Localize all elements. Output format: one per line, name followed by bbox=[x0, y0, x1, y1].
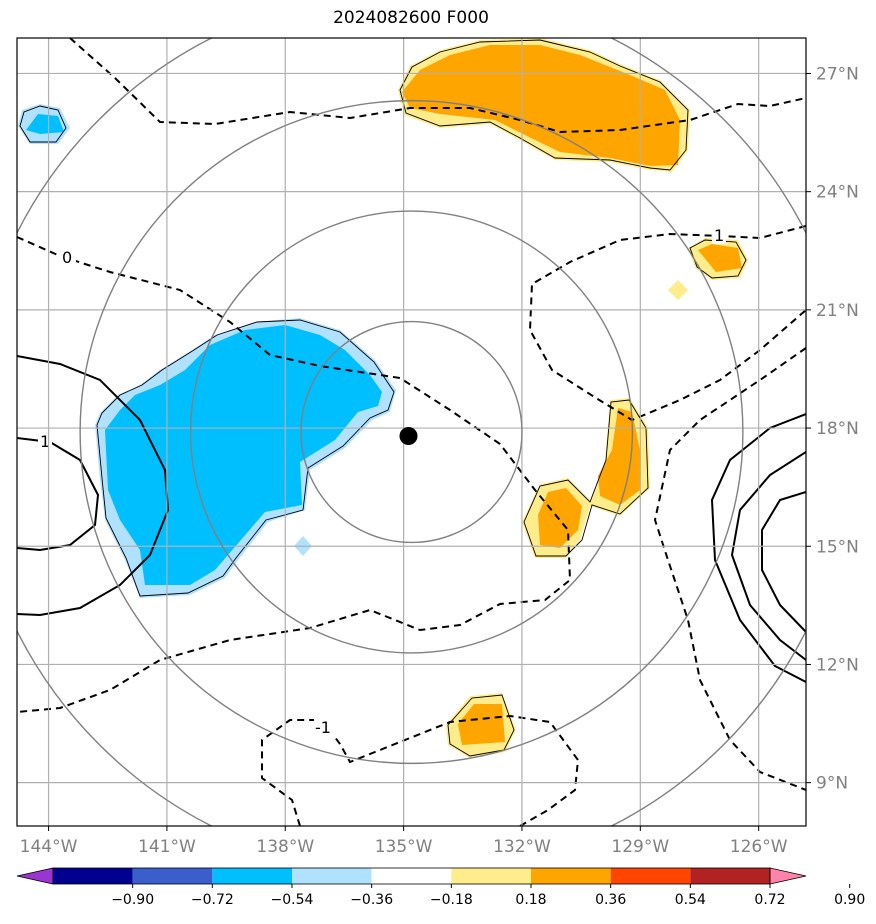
map-title: 2024082600 F000 bbox=[333, 8, 489, 28]
map-frame bbox=[16, 37, 807, 827]
colorbar-label-8: 0.72 bbox=[754, 892, 785, 908]
contour-label-one-west: 1 bbox=[40, 432, 50, 451]
contour-dashed-east-2 bbox=[653, 347, 806, 791]
positive-shade-east-dot bbox=[668, 280, 688, 300]
range-ring-1 bbox=[189, 210, 634, 654]
contour-dashed-east bbox=[528, 225, 806, 422]
contour-labels: 0 -1 1 1 bbox=[38, 226, 726, 737]
contour-solid-east-3 bbox=[761, 491, 806, 633]
range-ring-0 bbox=[300, 320, 523, 544]
contour-label-zero: 0 bbox=[62, 248, 72, 267]
colorbar-label-2: −0.54 bbox=[271, 892, 314, 908]
range-rings bbox=[17, 38, 806, 826]
lon-tick-label-0: 144°W bbox=[20, 837, 78, 857]
lat-tick-label-3: 18°N bbox=[816, 419, 859, 439]
positive-shade-mid-inner-2 bbox=[598, 408, 640, 505]
colorbar-label-9: 0.90 bbox=[834, 892, 865, 908]
contour-solid-west-outer bbox=[17, 355, 170, 617]
colorbar: −0.90 −0.72 −0.54 −0.36 −0.18 0.18 0.36 0.54 0.7… bbox=[16, 867, 865, 908]
lat-tick-label-4: 21°N bbox=[816, 301, 859, 321]
colorbar-box-6 bbox=[531, 868, 611, 884]
lat-tick-label-5: 24°N bbox=[816, 183, 859, 203]
contour-label-minus-one: -1 bbox=[315, 718, 331, 737]
contour-dashed-north bbox=[69, 38, 806, 134]
shaded-field bbox=[18, 38, 748, 758]
colorbar-box-4 bbox=[371, 868, 452, 884]
colorbar-box-5 bbox=[451, 868, 531, 884]
lon-tick-label-6: 126°W bbox=[730, 837, 788, 857]
lat-tick-label-0: 9°N bbox=[816, 774, 848, 794]
dashed-contours bbox=[17, 38, 806, 826]
contour-solid-east-2 bbox=[730, 451, 806, 661]
colorbar-box-8 bbox=[690, 868, 770, 884]
lon-tick-label-1: 141°W bbox=[138, 837, 196, 857]
lon-tick-label-5: 129°W bbox=[611, 837, 669, 857]
colorbar-label-0: −0.90 bbox=[111, 892, 154, 908]
positive-shade-south-inner bbox=[458, 704, 505, 745]
colorbar-label-6: 0.36 bbox=[595, 892, 626, 908]
positive-shade-east-inner bbox=[698, 244, 742, 272]
colorbar-extend-high bbox=[769, 867, 807, 885]
colorbar-box-7 bbox=[610, 868, 691, 884]
negative-shade-small-core bbox=[26, 114, 64, 134]
lat-tick-label-1: 12°N bbox=[816, 655, 859, 675]
colorbar-label-4: −0.18 bbox=[430, 892, 473, 908]
colorbar-box-0 bbox=[53, 868, 133, 884]
colorbar-label-1: −0.72 bbox=[191, 892, 234, 908]
colorbar-box-3 bbox=[292, 868, 372, 884]
outline-blue-small bbox=[19, 105, 67, 143]
lon-tick-label-3: 135°W bbox=[375, 837, 433, 857]
colorbar-box-2 bbox=[212, 868, 292, 884]
colorbar-label-5: 0.18 bbox=[515, 892, 546, 908]
solid-contours bbox=[17, 355, 806, 683]
negative-shade-inner bbox=[105, 325, 382, 585]
colorbar-extend-low bbox=[16, 867, 54, 885]
colorbar-label-7: 0.54 bbox=[675, 892, 706, 908]
contour-dashed-south bbox=[261, 714, 580, 826]
lon-tick-label-2: 138°W bbox=[256, 837, 314, 857]
contour-solid-west-inner bbox=[17, 437, 100, 552]
positive-shade-north-inner bbox=[402, 45, 680, 166]
contour-solid-east-1 bbox=[710, 413, 806, 683]
lon-tick-label-4: 132°W bbox=[493, 837, 551, 857]
range-ring-2 bbox=[79, 99, 744, 765]
contour-dashed-zero bbox=[17, 236, 572, 713]
positive-shade-mid-inner bbox=[538, 488, 582, 548]
colorbar-box-1 bbox=[132, 868, 213, 884]
colorbar-label-3: −0.36 bbox=[350, 892, 393, 908]
lat-tick-label-6: 27°N bbox=[816, 64, 859, 84]
outline-south bbox=[447, 694, 515, 757]
outline-north bbox=[399, 39, 689, 171]
colorbar-frame bbox=[52, 867, 771, 885]
lat-tick-label-2: 15°N bbox=[816, 537, 859, 557]
map-area: 0 -1 1 1 bbox=[17, 38, 806, 826]
axis-ticks: 144°W 141°W 138°W 135°W 132°W 129°W 126°W9°N12… bbox=[20, 64, 859, 857]
contour-label-one-east: 1 bbox=[714, 226, 724, 245]
storm-center-marker bbox=[399, 427, 418, 445]
